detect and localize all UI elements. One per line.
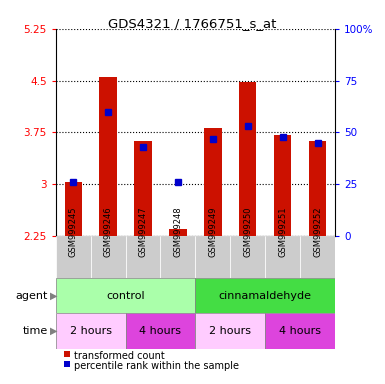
Bar (239, 82, 256, 236)
Text: GDS4321 / 1766751_s_at: GDS4321 / 1766751_s_at (108, 17, 277, 30)
Text: GSM999251: GSM999251 (278, 207, 287, 257)
Text: GSM999252: GSM999252 (313, 207, 322, 257)
Bar (56, 236, 91, 278)
Bar (195, 236, 230, 278)
Text: GSM999247: GSM999247 (139, 207, 147, 257)
Bar (300, 236, 335, 278)
Bar (56, 313, 126, 349)
Text: time: time (23, 326, 48, 336)
Bar (309, 141, 326, 236)
Text: control: control (106, 291, 145, 301)
Bar (99, 77, 117, 236)
Text: percentile rank within the sample: percentile rank within the sample (74, 361, 239, 371)
Bar (169, 229, 187, 236)
Text: 4 hours: 4 hours (279, 326, 321, 336)
Bar (274, 134, 291, 236)
Bar (204, 127, 221, 236)
Bar (91, 236, 126, 278)
Text: transformed count: transformed count (74, 351, 165, 361)
Bar (195, 278, 335, 313)
Text: GSM999246: GSM999246 (104, 207, 113, 257)
Text: GSM999250: GSM999250 (243, 207, 252, 257)
Bar (134, 141, 152, 236)
Bar (195, 313, 265, 349)
Bar (65, 182, 82, 236)
Bar (265, 236, 300, 278)
Bar (161, 236, 195, 278)
Text: cinnamaldehyde: cinnamaldehyde (219, 291, 312, 301)
Text: ▶: ▶ (50, 326, 58, 336)
Bar (56, 278, 195, 313)
Bar (230, 236, 265, 278)
Text: ▶: ▶ (50, 291, 58, 301)
Text: GSM999249: GSM999249 (208, 207, 218, 257)
Text: agent: agent (16, 291, 48, 301)
Text: GSM999248: GSM999248 (173, 207, 182, 257)
Bar (126, 236, 161, 278)
Text: GSM999245: GSM999245 (69, 207, 78, 257)
Text: 2 hours: 2 hours (70, 326, 112, 336)
Text: 4 hours: 4 hours (139, 326, 181, 336)
Text: 2 hours: 2 hours (209, 326, 251, 336)
Bar (265, 313, 335, 349)
Bar (126, 313, 195, 349)
